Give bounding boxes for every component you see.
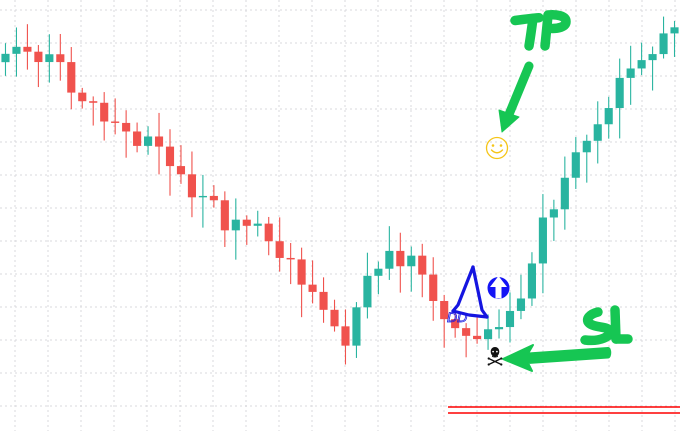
svg-text:DD: DD [447, 309, 467, 325]
